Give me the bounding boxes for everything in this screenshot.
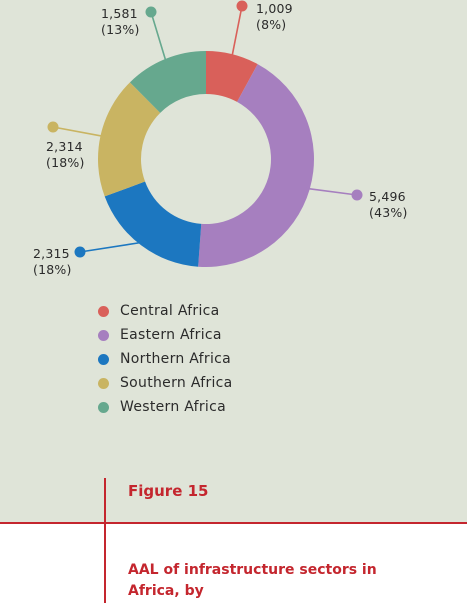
legend: Central Africa Eastern Africa Northern A… — [98, 299, 233, 419]
legend-swatch — [98, 377, 109, 389]
leader-line-southern-africa — [52, 126, 105, 138]
leader-dot-northern-africa — [74, 246, 86, 258]
legend-label: Southern Africa — [120, 375, 233, 391]
donut-slice-central-africa — [206, 51, 258, 102]
caption-rule — [104, 478, 106, 603]
divider-line — [0, 522, 467, 524]
data-label-eastern-africa: 5,496 (43%) — [369, 189, 408, 220]
donut-chart — [47, 0, 363, 268]
data-label-central-africa: 1,009 (8%) — [256, 1, 293, 32]
donut-slice-northern-africa — [104, 181, 202, 267]
legend-label: Eastern Africa — [120, 327, 222, 343]
legend-item-eastern-africa: Eastern Africa — [98, 323, 233, 347]
figure-caption: AAL of infrastructure sectors in Africa,… — [128, 562, 377, 599]
leader-dot-eastern-africa — [351, 189, 363, 201]
leader-line-western-africa — [150, 11, 168, 64]
legend-label: Northern Africa — [120, 351, 232, 367]
legend-swatch — [98, 329, 109, 341]
donut-slice-western-africa — [129, 51, 206, 113]
legend-swatch — [98, 305, 109, 317]
data-label-southern-africa: 2,314 (18%) — [46, 139, 85, 170]
legend-label: Western Africa — [120, 399, 226, 415]
leader-dot-southern-africa — [47, 121, 59, 133]
legend-swatch — [98, 401, 109, 413]
leader-line-central-africa — [230, 5, 243, 59]
legend-label: Central Africa — [120, 303, 220, 319]
legend-item-western-africa: Western Africa — [98, 395, 233, 419]
leader-dot-western-africa — [145, 6, 157, 18]
data-label-western-africa: 1,581 (13%) — [101, 6, 140, 37]
chart-panel: 1,009 (8%) 5,496 (43%) 2,315 (18%) 2,314… — [0, 0, 467, 522]
leader-line-northern-africa — [79, 241, 144, 253]
data-label-northern-africa: 2,315 (18%) — [33, 246, 72, 277]
figure-label: Figure 15 — [128, 482, 209, 500]
legend-item-northern-africa: Northern Africa — [98, 347, 233, 371]
donut-slice-eastern-africa — [198, 64, 315, 268]
leader-line-eastern-africa — [305, 187, 358, 196]
leader-dot-central-africa — [236, 0, 248, 12]
legend-item-southern-africa: Southern Africa — [98, 371, 233, 395]
legend-swatch — [98, 353, 109, 365]
legend-item-central-africa: Central Africa — [98, 299, 233, 323]
donut-slice-southern-africa — [98, 82, 161, 197]
